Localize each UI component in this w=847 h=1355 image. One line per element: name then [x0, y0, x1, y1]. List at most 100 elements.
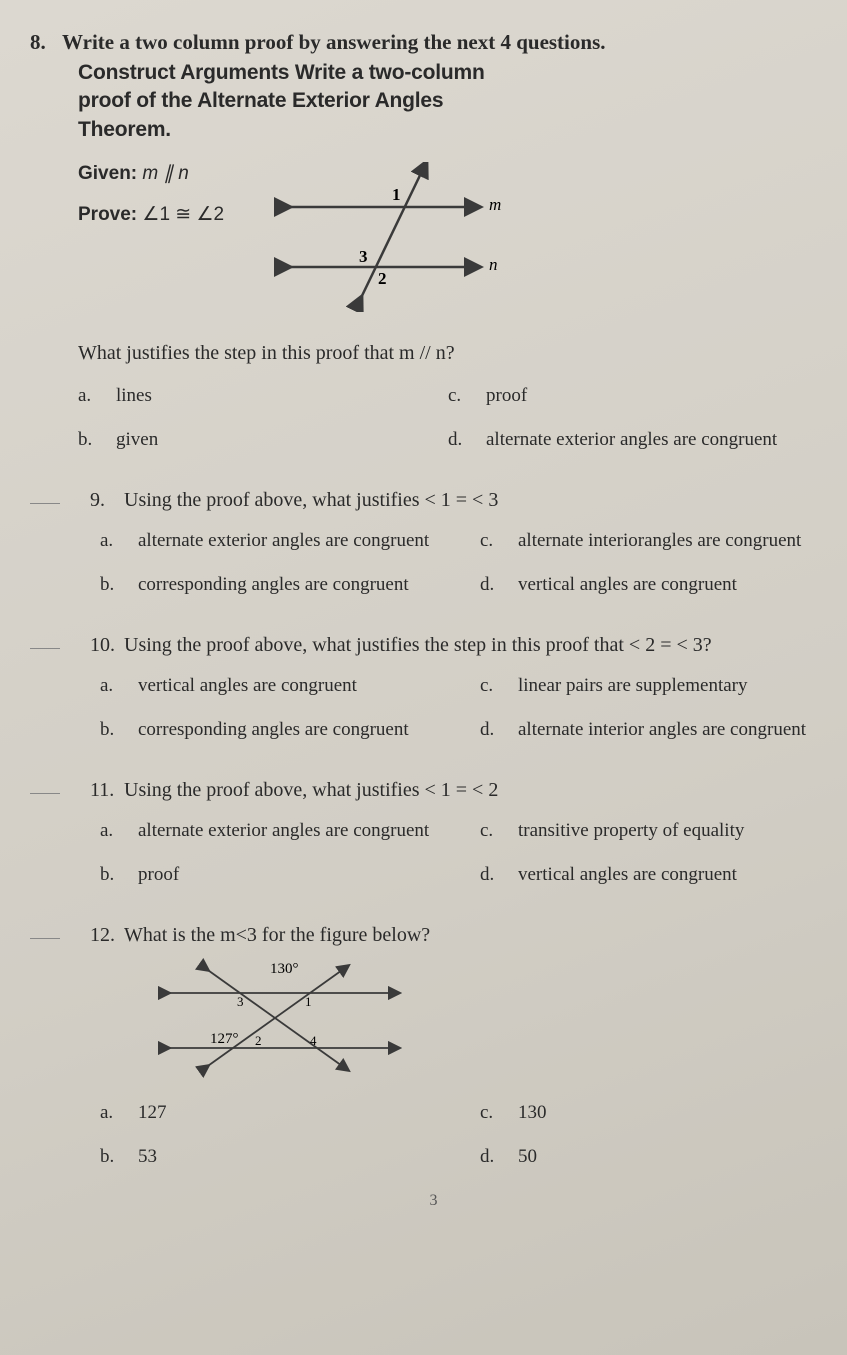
q10-prompt: Using the proof above, what justifies th… [124, 634, 712, 657]
q8-given-prove-block: Given: m ∥ n Prove: ∠1 ≅ ∠2 1 3 2 m [78, 162, 837, 312]
letter-d: d. [480, 1146, 498, 1168]
q11-prompt: Using the proof above, what justifies < … [124, 779, 498, 802]
angle-130-label: 130° [270, 961, 299, 977]
q8-c-text: proof [486, 385, 527, 407]
q8-choice-a: a. lines [78, 385, 448, 407]
letter-b: b. [100, 1146, 118, 1168]
q12-number: 12. [90, 924, 116, 947]
q10-choice-a: a. vertical angles are congruent [100, 675, 480, 697]
q12-header: 12. What is the m<3 for the figure below… [30, 924, 837, 947]
q12-prompt: What is the m<3 for the figure below? [124, 924, 430, 947]
q10-choices: a. vertical angles are congruent c. linear… [100, 675, 837, 741]
q9-prompt: Using the proof above, what justifies < … [124, 489, 498, 512]
letter-d: d. [480, 574, 498, 596]
prove-label: Prove: [78, 204, 137, 225]
given-label: Given: [78, 163, 137, 184]
letter-d: d. [480, 864, 498, 886]
q8-construct-line3: Theorem. [78, 116, 837, 144]
q11-b-text: proof [138, 864, 179, 886]
q8-choice-d: d.alternate exterior angles are congruen… [448, 429, 837, 451]
pos-2: 2 [255, 1033, 262, 1048]
q8-choices: a.lines c.proof b.given d.alternate exte… [78, 385, 837, 451]
q8-prove: Prove: ∠1 ≅ ∠2 [78, 203, 224, 226]
letter-a: a. [100, 820, 118, 842]
worksheet-page: 8. Write a two column proof by answering… [0, 0, 847, 1355]
q11-choices: a. alternate exterior angles are congruen… [100, 820, 837, 886]
q9-choice-c: c. alternate interiorangles are congruent [480, 530, 837, 552]
q11-blank [30, 779, 60, 794]
q8-given: Given: m ∥ n [78, 162, 224, 185]
q8-construct-line2: proof of the Alternate Exterior Angles [78, 87, 837, 115]
q11-choice-c: c.transitive property of equality [480, 820, 837, 842]
q8-justify-question: What justifies the step in this proof th… [78, 342, 837, 365]
q11-d-text: vertical angles are congruent [518, 864, 737, 886]
prove-value: ∠1 ≅ ∠2 [142, 204, 224, 225]
q11-a-text: alternate exterior angles are congruent [138, 820, 429, 842]
angle-3-label: 3 [359, 247, 368, 266]
letter-a: a. [100, 675, 118, 697]
q8-prompt-text: Write a two column proof by answering th… [62, 30, 606, 54]
q12-blank [30, 924, 60, 939]
q8-given-prove-text: Given: m ∥ n Prove: ∠1 ≅ ∠2 [78, 162, 224, 312]
q9-c-text: alternate interiorangles are congruent [518, 530, 801, 552]
q12-choice-d: d. 50 [480, 1146, 837, 1168]
pos-3: 3 [237, 994, 244, 1009]
q8-choice-b: b. given [78, 429, 448, 451]
q10-choice-b: b. corresponding angles are congruent [100, 719, 480, 741]
q9-choice-a: a. alternate exterior angles are congruen… [100, 530, 480, 552]
q8-a-text: lines [116, 385, 152, 407]
letter-c: c. [480, 1102, 498, 1124]
letter-c: c. [480, 530, 498, 552]
q9-b-text: corresponding angles are congruent [138, 574, 409, 596]
q12-choice-b: b. 53 [100, 1146, 480, 1168]
letter-c: c. [480, 675, 498, 697]
letter-b: b. [100, 719, 118, 741]
letter-a: a. [78, 385, 96, 407]
q9-choices: a. alternate exterior angles are congruen… [100, 530, 837, 596]
q12-a-text: 127 [138, 1102, 167, 1124]
q10-b-text: corresponding angles are congruent [138, 719, 409, 741]
letter-d: d. [448, 429, 466, 451]
q12-c-text: 130 [518, 1102, 547, 1124]
line-n-label: n [489, 255, 498, 274]
q12-d-text: 50 [518, 1146, 537, 1168]
q8-construct-line1: Construct Arguments Write a two-column [78, 59, 837, 87]
angle-127-label: 127° [210, 1031, 239, 1047]
angle-2-label: 2 [378, 269, 387, 288]
q10-header: 10. Using the proof above, what justifie… [30, 634, 837, 657]
q11-c-text: transitive property of equality [518, 820, 744, 842]
angle-diagram: 130° 127° 3 1 2 4 [150, 953, 410, 1083]
q12-b-text: 53 [138, 1146, 157, 1168]
letter-a: a. [100, 1102, 118, 1124]
q10-choice-c: c. linear pairs are supplementary [480, 675, 837, 697]
q9-a-text: alternate exterior angles are congruent [138, 530, 429, 552]
q11-choice-d: d. vertical angles are congruent [480, 864, 837, 886]
q9-number: 9. [90, 489, 116, 512]
q10-a-text: vertical angles are congruent [138, 675, 357, 697]
q10-c-text: linear pairs are supplementary [518, 675, 747, 697]
letter-b: b. [78, 429, 96, 451]
line-m-label: m [489, 195, 501, 214]
letter-d: d. [480, 719, 498, 741]
pos-1: 1 [305, 994, 312, 1009]
pos-4: 4 [310, 1033, 317, 1048]
q10-number: 10. [90, 634, 116, 657]
q9-header: 9. Using the proof above, what justifies… [30, 489, 837, 512]
q8-b-text: given [116, 429, 158, 451]
q9-blank [30, 489, 60, 504]
q11-choice-a: a. alternate exterior angles are congruen… [100, 820, 480, 842]
page-number: 3 [30, 1192, 837, 1210]
q9-choice-d: d.vertical angles are congruent [480, 574, 837, 596]
q12-choice-a: a. 127 [100, 1102, 480, 1124]
letter-b: b. [100, 574, 118, 596]
angle-1-label: 1 [392, 185, 401, 204]
letter-b: b. [100, 864, 118, 886]
letter-a: a. [100, 530, 118, 552]
q11-number: 11. [90, 779, 116, 802]
q10-blank [30, 634, 60, 649]
q10-choice-d: d. alternate interior angles are congruen… [480, 719, 837, 741]
q11-header: 11. Using the proof above, what justifie… [30, 779, 837, 802]
q10-d-text: alternate interior angles are congruent [518, 719, 806, 741]
given-value: m ∥ n [142, 163, 188, 184]
q8-prompt: Write a two column proof by answering th… [62, 30, 606, 55]
